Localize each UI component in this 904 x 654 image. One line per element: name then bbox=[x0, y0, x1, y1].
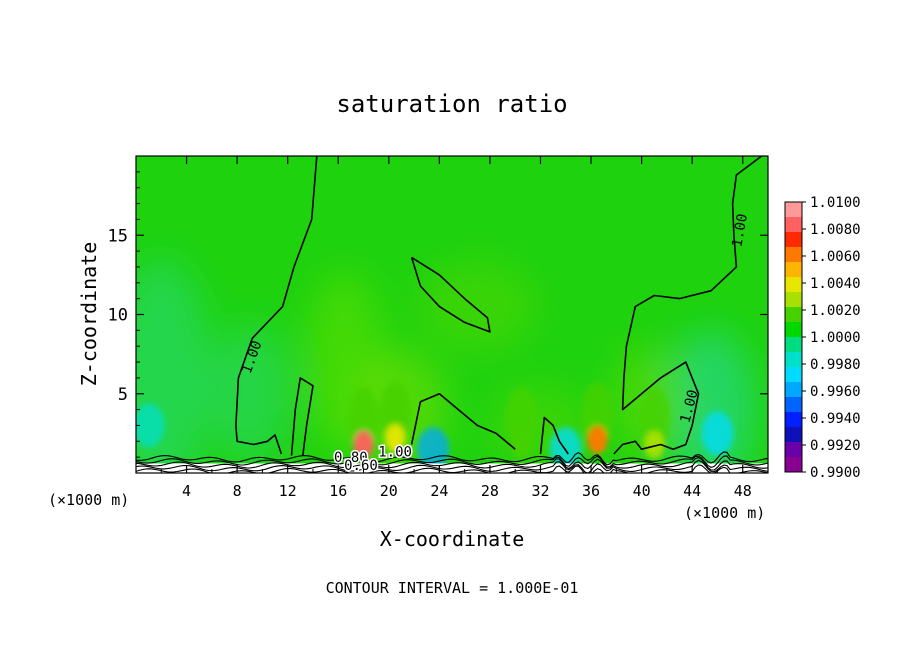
contour-line bbox=[613, 156, 763, 455]
colorbar-swatch bbox=[785, 247, 802, 263]
colorbar-swatch bbox=[785, 382, 802, 398]
plot-area: 1.001.001.000.800.601.00 bbox=[136, 156, 768, 474]
x-tick-label: 28 bbox=[481, 482, 499, 500]
hot-spot bbox=[511, 430, 532, 459]
colorbar: 1.0100 1.0080 1.0060 1.0040 1.0020 1.0000 0.99… bbox=[784, 195, 861, 481]
field-spots bbox=[136, 380, 734, 472]
cool-spot bbox=[701, 411, 734, 456]
x-tick-label: 40 bbox=[633, 482, 651, 500]
x-tick-label: 8 bbox=[233, 482, 242, 500]
colorbar-swatch bbox=[785, 277, 802, 293]
warm-region bbox=[417, 261, 538, 352]
colorbar-swatch bbox=[785, 337, 802, 353]
colorbar-swatch bbox=[785, 262, 802, 278]
warm-plume bbox=[379, 380, 412, 445]
terrain-line bbox=[136, 451, 768, 466]
terrain-lines bbox=[136, 451, 768, 473]
y-tick-label: 10 bbox=[108, 306, 128, 326]
colorbar-label: 1.0080 bbox=[810, 222, 861, 238]
colorbar-label: 0.9940 bbox=[810, 411, 861, 427]
cool-region bbox=[136, 257, 212, 473]
hot-spot bbox=[644, 430, 665, 459]
colorbar-swatch bbox=[785, 307, 802, 323]
colorbar-label: 0.9900 bbox=[810, 465, 861, 481]
contour-label: 1.00 bbox=[378, 444, 412, 460]
colorbar-label: 1.0100 bbox=[810, 195, 861, 211]
y-tick-label: 5 bbox=[118, 385, 128, 405]
x-tick-label: 16 bbox=[329, 482, 347, 500]
x-tick-label: 4 bbox=[182, 482, 191, 500]
contour-label: 0.80 bbox=[334, 450, 368, 466]
x-axis-ticks: 4 8 12 16 20 24 28 32 36 40 44 48 bbox=[160, 156, 752, 500]
contour-lines: 1.001.001.000.800.601.00 bbox=[235, 156, 763, 474]
x-unit-left: (×1000 m) bbox=[48, 491, 129, 509]
colorbar-label: 1.0020 bbox=[810, 303, 861, 319]
colorbar-swatch bbox=[785, 202, 802, 218]
colorbar-swatch bbox=[785, 427, 802, 443]
contour-line bbox=[539, 416, 569, 455]
colorbar-swatch bbox=[785, 367, 802, 383]
colorbar-label: 0.9920 bbox=[810, 438, 861, 454]
colorbar-label: 0.9960 bbox=[810, 384, 861, 400]
colorbar-swatch bbox=[785, 322, 802, 338]
hot-spot bbox=[353, 430, 374, 459]
colorbar-swatch bbox=[785, 442, 802, 458]
y-axis-label: Z-coordinate bbox=[77, 242, 101, 387]
contour-label: 1.00 bbox=[729, 213, 751, 249]
colorbar-swatch bbox=[785, 457, 802, 473]
colorbar-swatch bbox=[785, 217, 802, 233]
contour-interval-note: CONTOUR INTERVAL = 1.000E-01 bbox=[326, 579, 579, 597]
colorbar-label: 1.0060 bbox=[810, 249, 861, 265]
colorbar-label: 0.9980 bbox=[810, 357, 861, 373]
x-tick-label: 48 bbox=[734, 482, 752, 500]
warm-plume bbox=[505, 387, 538, 452]
terrain-line bbox=[136, 459, 768, 473]
contour-line bbox=[235, 156, 318, 455]
x-unit-right: (×1000 m) bbox=[684, 504, 765, 522]
x-tick-label: 24 bbox=[430, 482, 448, 500]
cool-spot bbox=[136, 403, 165, 448]
x-tick-label: 36 bbox=[582, 482, 600, 500]
x-axis-label: X-coordinate bbox=[380, 527, 525, 551]
warm-plume bbox=[638, 387, 671, 452]
contour-label: 0.60 bbox=[344, 458, 378, 474]
chart-title: saturation ratio bbox=[336, 90, 567, 118]
contour-line bbox=[410, 393, 516, 450]
contour-line bbox=[410, 256, 491, 333]
colorbar-swatch bbox=[785, 292, 802, 308]
colorbar-swatch bbox=[785, 232, 802, 248]
hot-spot bbox=[587, 425, 608, 454]
y-axis-ticks: 5 10 15 bbox=[108, 171, 768, 458]
warm-plume bbox=[347, 387, 380, 452]
cool-region bbox=[209, 323, 290, 464]
hot-spot bbox=[385, 424, 406, 453]
colorbar-swatch bbox=[785, 352, 802, 368]
y-tick-label: 15 bbox=[108, 226, 128, 246]
x-tick-label: 20 bbox=[380, 482, 398, 500]
warm-plume bbox=[581, 382, 614, 447]
x-tick-label: 32 bbox=[531, 482, 549, 500]
colorbar-label: 1.0000 bbox=[810, 330, 861, 346]
contour-line bbox=[290, 377, 314, 456]
x-tick-label: 44 bbox=[683, 482, 701, 500]
colorbar-label: 1.0040 bbox=[810, 276, 861, 292]
terrain-line bbox=[136, 457, 768, 471]
colorbar-swatch bbox=[785, 397, 802, 413]
x-tick-label: 12 bbox=[279, 482, 297, 500]
colorbar-swatch bbox=[785, 412, 802, 428]
terrain-line bbox=[136, 455, 768, 468]
